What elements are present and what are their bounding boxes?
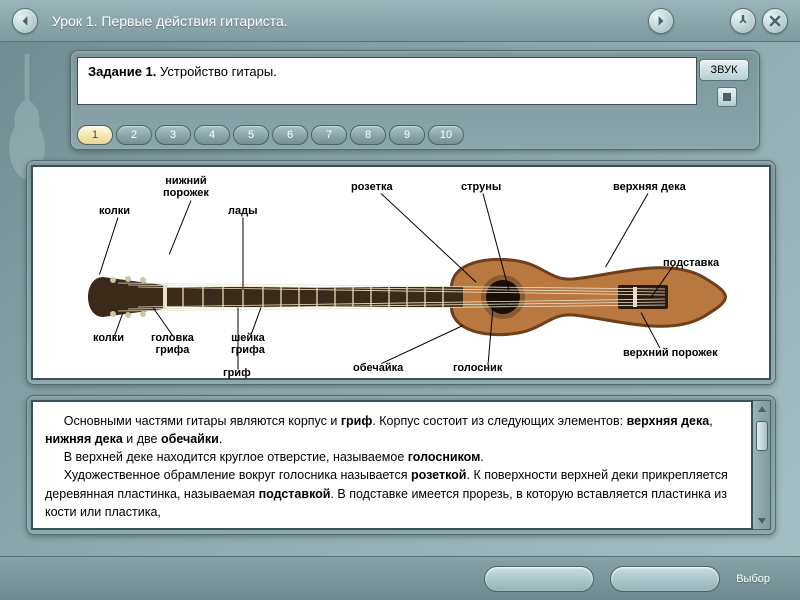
scroll-up-icon[interactable] (754, 401, 770, 417)
label-struny: струны (461, 181, 501, 193)
tools-button[interactable] (730, 8, 756, 34)
label-lady: лады (228, 205, 257, 217)
page-tab-3[interactable]: 3 (155, 125, 191, 145)
label-verkhniy-porozhek: верхний порожек (623, 347, 718, 359)
label-golosnik: голосник (453, 362, 502, 374)
text-paragraph: Основными частями гитары являются корпус… (45, 412, 739, 448)
task-panel: Задание 1. Устройство гитары. ЗВУК 12345… (70, 50, 760, 150)
diagram-panel: нижнийпорожек колки лады розетка струны … (26, 160, 776, 385)
bottom-pill-2[interactable] (610, 566, 720, 592)
page-tab-5[interactable]: 5 (233, 125, 269, 145)
page-tab-6[interactable]: 6 (272, 125, 308, 145)
bottom-pill-1[interactable] (484, 566, 594, 592)
label-kolki-top: колки (99, 205, 130, 217)
stop-button[interactable] (717, 87, 737, 107)
label-rozetka: розетка (351, 181, 393, 193)
sound-button[interactable]: ЗВУК (699, 59, 749, 81)
text-paragraph: В верхней деке находится круглое отверст… (45, 448, 739, 466)
page-tab-2[interactable]: 2 (116, 125, 152, 145)
task-description: Устройство гитары. (156, 64, 276, 79)
label-kolki-bottom: колки (93, 332, 124, 344)
task-text-box: Задание 1. Устройство гитары. (77, 57, 697, 105)
text-panel: Основными частями гитары являются корпус… (26, 395, 776, 535)
bottom-bar: Выбор (0, 556, 800, 600)
guitar-diagram: нижнийпорожек колки лады розетка струны … (31, 165, 771, 380)
page-tab-8[interactable]: 8 (350, 125, 386, 145)
label-nizhniy-porozhek: нижнийпорожек (163, 175, 209, 199)
text-paragraph: Художественное обрамление вокруг голосни… (45, 466, 739, 520)
page-tabs: 12345678910 (77, 125, 464, 145)
page-tab-7[interactable]: 7 (311, 125, 347, 145)
top-bar: Урок 1. Первые действия гитариста. (0, 0, 800, 42)
label-verkhnyaya-deka: верхняя дека (613, 181, 686, 193)
label-sheyka-grifa: шейкагрифа (231, 332, 265, 356)
forward-button[interactable] (648, 8, 674, 34)
scroll-thumb[interactable] (756, 421, 768, 451)
text-scrollbar[interactable] (753, 400, 771, 530)
task-number: Задание 1. (88, 64, 156, 79)
scroll-down-icon[interactable] (754, 513, 770, 529)
page-tab-4[interactable]: 4 (194, 125, 230, 145)
label-obechayka: обечайка (353, 362, 403, 374)
close-button[interactable] (762, 8, 788, 34)
page-tab-10[interactable]: 10 (428, 125, 464, 145)
lesson-title: Урок 1. Первые действия гитариста. (46, 13, 640, 29)
back-button[interactable] (12, 8, 38, 34)
vybor-label: Выбор (736, 573, 770, 585)
page-tab-1[interactable]: 1 (77, 125, 113, 145)
lesson-text: Основными частями гитары являются корпус… (31, 400, 753, 530)
page-tab-9[interactable]: 9 (389, 125, 425, 145)
